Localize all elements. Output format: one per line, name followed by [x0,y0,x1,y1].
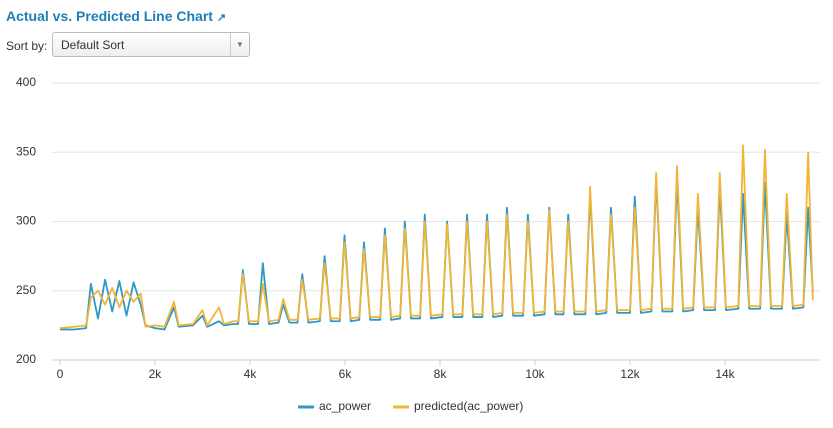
x-tick-label: 2k [149,367,163,381]
x-tick-label: 4k [244,367,258,381]
y-tick-label: 350 [16,144,36,158]
y-tick-label: 200 [16,352,36,366]
x-tick-label: 10k [525,367,545,381]
legend-label: predicted(ac_power) [414,399,523,413]
title-text[interactable]: Actual vs. Predicted Line Chart [6,8,213,24]
sort-value: Default Sort [61,38,125,52]
x-tick-label: 12k [620,367,640,381]
x-tick-label: 6k [339,367,353,381]
sort-dropdown[interactable]: Default Sort ▼ [52,32,250,57]
y-tick-label: 250 [16,283,36,297]
external-link-icon[interactable]: ↗ [216,12,227,24]
sort-label: Sort by: [6,39,48,53]
dropdown-arrow[interactable]: ▼ [230,33,249,56]
x-tick-label: 14k [715,367,735,381]
x-tick-label: 0 [57,367,64,381]
y-tick-label: 400 [16,75,36,89]
x-tick-label: 8k [434,367,448,381]
y-tick-label: 300 [16,214,36,228]
line-series [59,144,814,330]
panel-title[interactable]: Actual vs. Predicted Line Chart ↗ [6,8,226,24]
legend-label: ac_power [319,399,371,413]
